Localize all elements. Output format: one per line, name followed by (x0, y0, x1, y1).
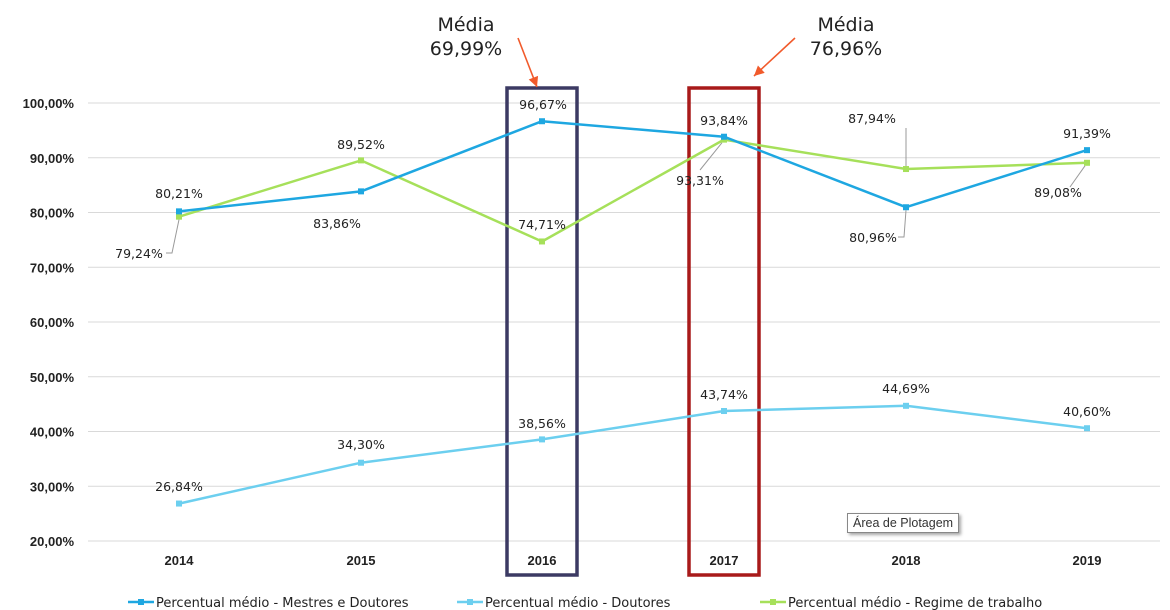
data-point (1084, 425, 1090, 431)
data-point (1084, 147, 1090, 153)
data-label: 83,86% (313, 216, 361, 231)
data-label: 40,60% (1063, 404, 1111, 419)
data-label: 93,84% (700, 113, 748, 128)
data-point (176, 214, 182, 220)
y-tick-label: 40,00% (30, 425, 75, 440)
mean-annotation-title: Média (817, 14, 874, 36)
data-label: 91,39% (1063, 126, 1111, 141)
data-label: 44,69% (882, 381, 930, 396)
data-point (903, 403, 909, 409)
x-tick-label: 2018 (892, 553, 921, 568)
data-point (1084, 160, 1090, 166)
y-tick-label: 80,00% (30, 206, 75, 221)
highlight-box-2016 (507, 88, 577, 575)
y-tick-label: 100,00% (23, 96, 75, 111)
leader-line (898, 210, 906, 237)
data-label: 96,67% (519, 97, 567, 112)
highlight-box-2017 (689, 88, 759, 575)
y-tick-label: 90,00% (30, 151, 75, 166)
legend: Percentual médio - Mestres e Doutores Per… (128, 596, 1042, 610)
data-point (358, 157, 364, 163)
data-label: 79,24% (115, 246, 163, 261)
legend-label: Percentual médio - Doutores (485, 596, 671, 610)
series-line-2 (179, 406, 1087, 504)
x-tick-label: 2015 (347, 553, 376, 568)
data-point (539, 118, 545, 124)
data-label: 80,96% (849, 230, 897, 245)
leader-line (166, 220, 179, 253)
data-point (903, 204, 909, 210)
data-point (176, 501, 182, 507)
data-point (539, 238, 545, 244)
data-point (539, 436, 545, 442)
y-tick-label: 60,00% (30, 315, 75, 330)
legend-swatch-marker (770, 599, 776, 605)
y-axis: 20,00% 30,00% 40,00% 50,00% 60,00% 70,00% 80,0… (23, 96, 75, 549)
data-label: 89,52% (337, 137, 385, 152)
data-labels: 80,21% 83,86% 96,67% 93,84% 80,96% 91,39% 26,8… (115, 97, 1111, 494)
legend-swatch-marker (138, 599, 144, 605)
x-tick-label: 2014 (165, 553, 195, 568)
x-tick-label: 2017 (710, 553, 739, 568)
data-point (721, 134, 727, 140)
gridlines (88, 103, 1160, 541)
highlight-boxes (507, 88, 759, 575)
data-label: 38,56% (518, 416, 566, 431)
y-tick-label: 30,00% (30, 479, 75, 494)
data-point (903, 166, 909, 172)
y-tick-label: 20,00% (30, 534, 75, 549)
data-label: 87,94% (848, 111, 896, 126)
legend-label: Percentual médio - Mestres e Doutores (156, 596, 409, 610)
x-tick-label: 2016 (528, 553, 557, 568)
data-point (176, 208, 182, 214)
x-axis: 2014 2015 2016 2017 2018 2019 (165, 553, 1102, 568)
data-label: 89,08% (1034, 185, 1082, 200)
mean-annotation-value: 76,96% (810, 38, 882, 60)
legend-label: Percentual médio - Regime de trabalho (788, 596, 1042, 610)
data-point (358, 460, 364, 466)
data-label: 74,71% (518, 217, 566, 232)
x-tick-label: 2019 (1073, 553, 1102, 568)
data-label: 43,74% (700, 387, 748, 402)
data-label: 93,31% (676, 173, 724, 188)
series-lines (176, 118, 1090, 506)
plot-area-tooltip: Área de Plotagem (847, 513, 959, 533)
y-tick-label: 70,00% (30, 260, 75, 275)
data-label: 80,21% (155, 186, 203, 201)
mean-annotation-value: 69,99% (430, 38, 502, 60)
data-point (721, 408, 727, 414)
data-label: 26,84% (155, 479, 203, 494)
label-leader-lines (166, 128, 1085, 253)
legend-swatch-marker (467, 599, 473, 605)
leader-line (1070, 166, 1085, 187)
y-tick-label: 50,00% (30, 370, 75, 385)
data-label: 34,30% (337, 437, 385, 452)
mean-annotation-title: Média (437, 14, 494, 36)
data-point (358, 188, 364, 194)
